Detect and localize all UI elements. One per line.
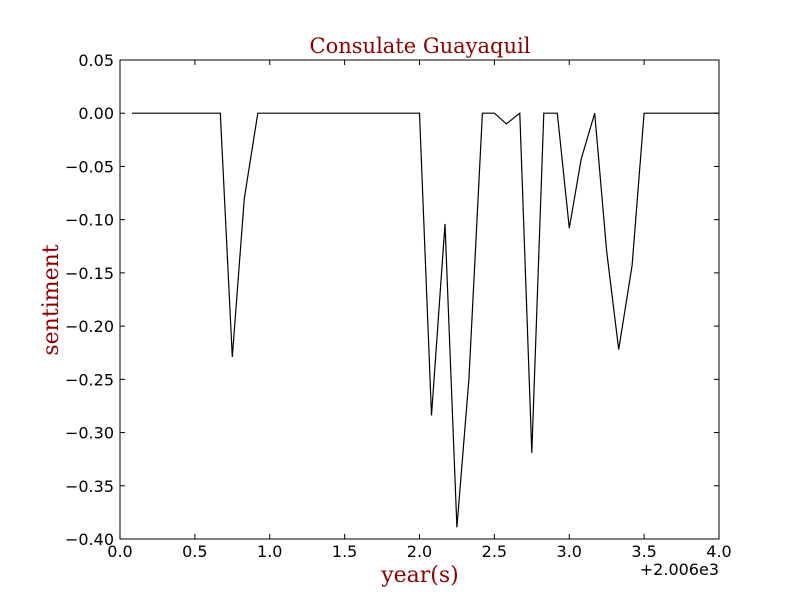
x-tick-label: 0.0 [107,542,132,561]
x-tick-label: 4.0 [706,542,731,561]
y-axis-ticks: 0.05 0.00 −0.05 −0.10 −0.15 −0.20 −0.25 −0.30 −0… [65,51,719,549]
y-tick-label: 0.00 [78,104,114,123]
x-tick-label: 1.5 [332,542,357,561]
x-tick-label: 1.0 [257,542,282,561]
x-tick-label: 3.0 [557,542,582,561]
x-tick-label: 0.5 [182,542,207,561]
y-tick-label: −0.20 [65,317,114,336]
x-axis-label: year(s) [380,563,459,588]
x-tick-label: 2.5 [482,542,507,561]
x-axis-ticks: 0.0 0.5 1.0 1.5 2.0 2.5 3.0 3.5 4.0 [107,60,732,561]
series-layer [132,111,719,528]
y-tick-label: −0.40 [65,530,114,549]
x-tick-label: 3.5 [631,542,656,561]
series-line [132,111,719,528]
y-tick-label: −0.30 [65,424,114,443]
y-axis-label: sentiment [39,244,64,355]
y-tick-label: 0.05 [78,51,114,70]
y-tick-label: −0.25 [65,370,114,389]
y-tick-label: −0.35 [65,477,114,496]
x-axis-offset-label: +2.006e3 [640,560,719,579]
y-tick-label: −0.05 [65,157,114,176]
y-tick-label: −0.15 [65,264,114,283]
chart-title: Consulate Guayaquil [310,34,531,58]
y-tick-label: −0.10 [65,211,114,230]
x-tick-label: 2.0 [407,542,432,561]
